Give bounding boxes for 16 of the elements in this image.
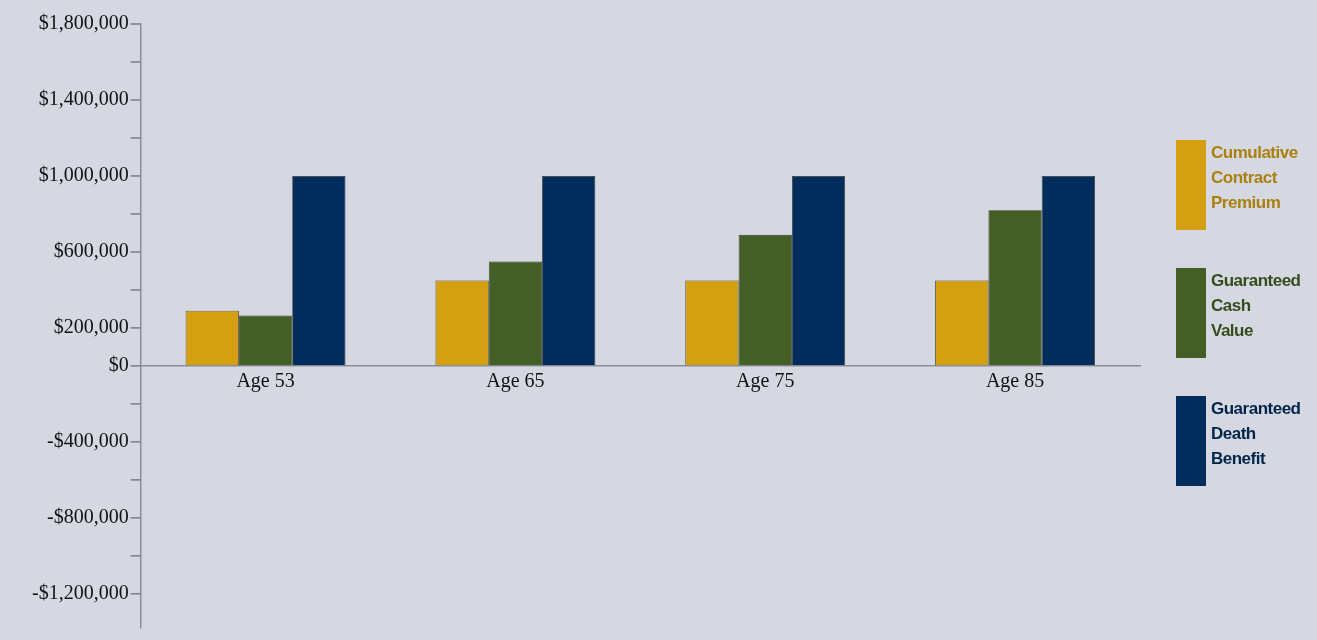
y-tick-label: -$1,200,000 [31, 581, 129, 604]
y-tick-label: $600,000 [53, 239, 129, 262]
y-tick-label: $1,400,000 [38, 87, 129, 110]
y-tick-label: $1,800,000 [38, 11, 129, 34]
x-tick-label: Age 85 [985, 369, 1045, 393]
text: Guaranteed Death Benefit [1211, 398, 1302, 470]
y-tick-label: -$400,000 [46, 429, 129, 452]
text: Guaranteed Cash Value [1211, 270, 1302, 342]
y-tick-label: -$800,000 [46, 505, 129, 528]
x-tick-label: Age 75 [736, 369, 795, 393]
y-tick-label: $0 [108, 353, 129, 376]
y-tick-label: $1,000,000 [38, 163, 129, 186]
x-tick-label: Age 53 [236, 369, 295, 393]
x-tick-label: Age 65 [486, 369, 545, 393]
text: Cumulative Contract Premium [1211, 142, 1299, 214]
y-tick-label: $200,000 [53, 315, 129, 338]
